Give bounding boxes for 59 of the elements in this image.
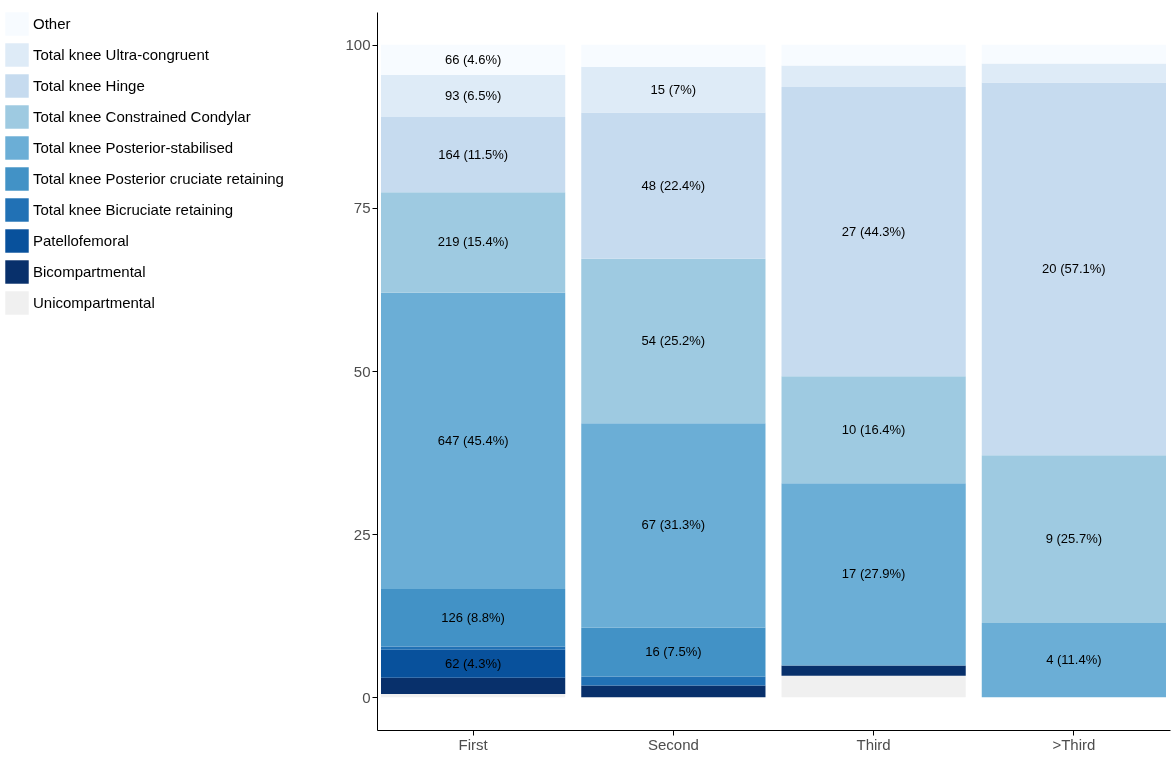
bar bbox=[381, 292, 566, 590]
bar bbox=[381, 649, 566, 678]
legend-label: Total knee Bicruciate retaining bbox=[33, 201, 234, 218]
bar bbox=[381, 646, 566, 650]
bar bbox=[981, 622, 1166, 698]
data-label: 66 (4.6%) bbox=[444, 51, 502, 67]
x-tick-label: >Third bbox=[1052, 735, 1096, 753]
bar bbox=[581, 676, 766, 686]
bar bbox=[381, 677, 566, 695]
data-label: 219 (15.4%) bbox=[437, 234, 509, 250]
bar bbox=[381, 192, 566, 293]
bar bbox=[581, 112, 766, 259]
legend-label: Total knee Ultra-congruent bbox=[33, 46, 210, 63]
data-label: 93 (6.5%) bbox=[444, 87, 502, 103]
data-label: 647 (45.4%) bbox=[437, 432, 509, 448]
bar bbox=[381, 589, 566, 647]
bar bbox=[581, 258, 766, 424]
legend-label: Patellofemoral bbox=[33, 232, 129, 249]
legend-label: Total knee Posterior cruciate retaining bbox=[33, 170, 284, 187]
data-label: 62 (4.3%) bbox=[444, 655, 502, 671]
data-label: 4 (11.4%) bbox=[1046, 652, 1102, 668]
data-label: 67 (31.3%) bbox=[641, 517, 706, 533]
data-label: 164 (11.5%) bbox=[438, 146, 509, 162]
legend-label: Unicompartmental bbox=[33, 294, 155, 311]
data-label: 9 (25.7%) bbox=[1045, 531, 1103, 547]
bar bbox=[381, 117, 566, 193]
data-label: 54 (25.2%) bbox=[641, 332, 706, 348]
legend-label: Bicompartmental bbox=[33, 263, 146, 280]
data-label: 27 (44.3%) bbox=[841, 223, 906, 239]
data-label: 15 (7%) bbox=[650, 81, 697, 97]
bar bbox=[581, 423, 766, 628]
legend-label: Total knee Hinge bbox=[33, 77, 145, 94]
bar bbox=[781, 483, 966, 666]
y-tick-label: 100 bbox=[345, 36, 371, 54]
legend-label: Total knee Constrained Condylar bbox=[33, 108, 251, 125]
bar bbox=[981, 82, 1166, 456]
data-label: 20 (57.1%) bbox=[1042, 260, 1106, 276]
y-tick-label: 75 bbox=[353, 199, 371, 217]
legend-label: Other bbox=[33, 15, 71, 32]
legend-label: Total knee Posterior-stabilised bbox=[33, 139, 234, 156]
y-tick-label: 0 bbox=[362, 688, 371, 706]
x-tick-label: First bbox=[458, 735, 489, 753]
bar bbox=[981, 455, 1166, 623]
bar bbox=[381, 694, 566, 698]
bar bbox=[781, 376, 966, 484]
x-tick-label: Second bbox=[647, 735, 699, 753]
data-label: 126 (8.8%) bbox=[441, 609, 505, 625]
bar bbox=[581, 685, 766, 698]
bar bbox=[781, 665, 966, 676]
bar bbox=[581, 627, 766, 677]
data-label: 10 (16.4%) bbox=[841, 421, 906, 437]
data-label: 48 (22.4%) bbox=[641, 177, 706, 193]
data-label: 17 (27.9%) bbox=[841, 566, 906, 582]
y-tick-label: 50 bbox=[353, 362, 371, 380]
x-tick-label: Third bbox=[856, 735, 891, 753]
bar bbox=[781, 87, 966, 377]
y-tick-label: 25 bbox=[353, 525, 371, 543]
bar bbox=[781, 675, 966, 698]
data-label: 16 (7.5%) bbox=[645, 644, 702, 659]
